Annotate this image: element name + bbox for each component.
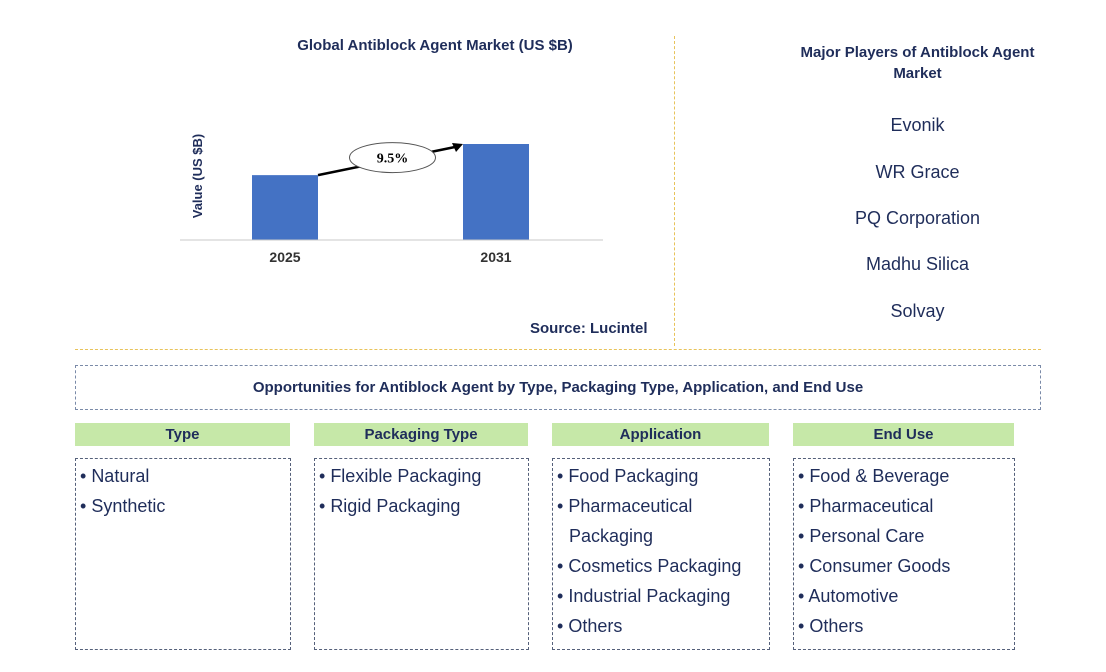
opportunities-title: Opportunities for Antiblock Agent by Typ… — [75, 365, 1041, 410]
source-note: Source: Lucintel — [530, 320, 648, 337]
category-header-end-use: End Use — [793, 423, 1014, 446]
player-evonik: Evonik — [890, 115, 945, 135]
horizontal-divider — [75, 349, 1041, 350]
list-item: Pharmaceutical Packaging — [557, 491, 765, 551]
players-title: Major Players of Antiblock Agent Market — [800, 44, 1035, 82]
list-item: Pharmaceutical — [798, 491, 1010, 521]
player-wr-grace: WR Grace — [875, 162, 960, 182]
list-item: Industrial Packaging — [557, 581, 765, 611]
category-header-packaging-type: Packaging Type — [314, 423, 528, 446]
list-item: Cosmetics Packaging — [557, 551, 765, 581]
category-header-application: Application — [552, 423, 769, 446]
player-solvay: Solvay — [890, 301, 945, 321]
list-item: Food & Beverage — [798, 461, 1010, 491]
list-item: Others — [557, 611, 765, 641]
chart-title: Global Antiblock Agent Market (US $B) — [297, 37, 573, 54]
y-axis-label: Value (US $B) — [190, 134, 205, 219]
player-pq-corporation: PQ Corporation — [854, 208, 981, 228]
bar-2025 — [252, 175, 318, 240]
vertical-divider — [674, 36, 675, 346]
list-item: Flexible Packaging — [319, 461, 524, 491]
list-item: Natural — [80, 461, 286, 491]
x-tick-label-2031: 2031 — [480, 249, 511, 265]
cagr-label: 9.5% — [377, 152, 409, 167]
list-item: Others — [798, 611, 1010, 641]
list-item: Personal Care — [798, 521, 1010, 551]
category-list-type: Natural Synthetic — [75, 458, 291, 650]
bar-chart: Value (US $B) 2025 2031 9.5% — [180, 134, 603, 265]
category-header-type: Type — [75, 423, 290, 446]
list-item: Synthetic — [80, 491, 286, 521]
cagr-bubble — [349, 142, 436, 174]
cagr-arrow-head — [452, 143, 463, 152]
list-item: Food Packaging — [557, 461, 765, 491]
list-item: Automotive — [798, 581, 1010, 611]
player-madhu-silica: Madhu Silica — [865, 254, 970, 274]
category-list-packaging-type: Flexible Packaging Rigid Packaging — [314, 458, 529, 650]
category-list-application: Food Packaging Pharmaceutical Packaging … — [552, 458, 770, 650]
list-item: Rigid Packaging — [319, 491, 524, 521]
category-list-end-use: Food & Beverage Pharmaceutical Personal … — [793, 458, 1015, 650]
bar-2031 — [463, 144, 529, 240]
list-item: Consumer Goods — [798, 551, 1010, 581]
x-tick-label-2025: 2025 — [269, 249, 300, 265]
